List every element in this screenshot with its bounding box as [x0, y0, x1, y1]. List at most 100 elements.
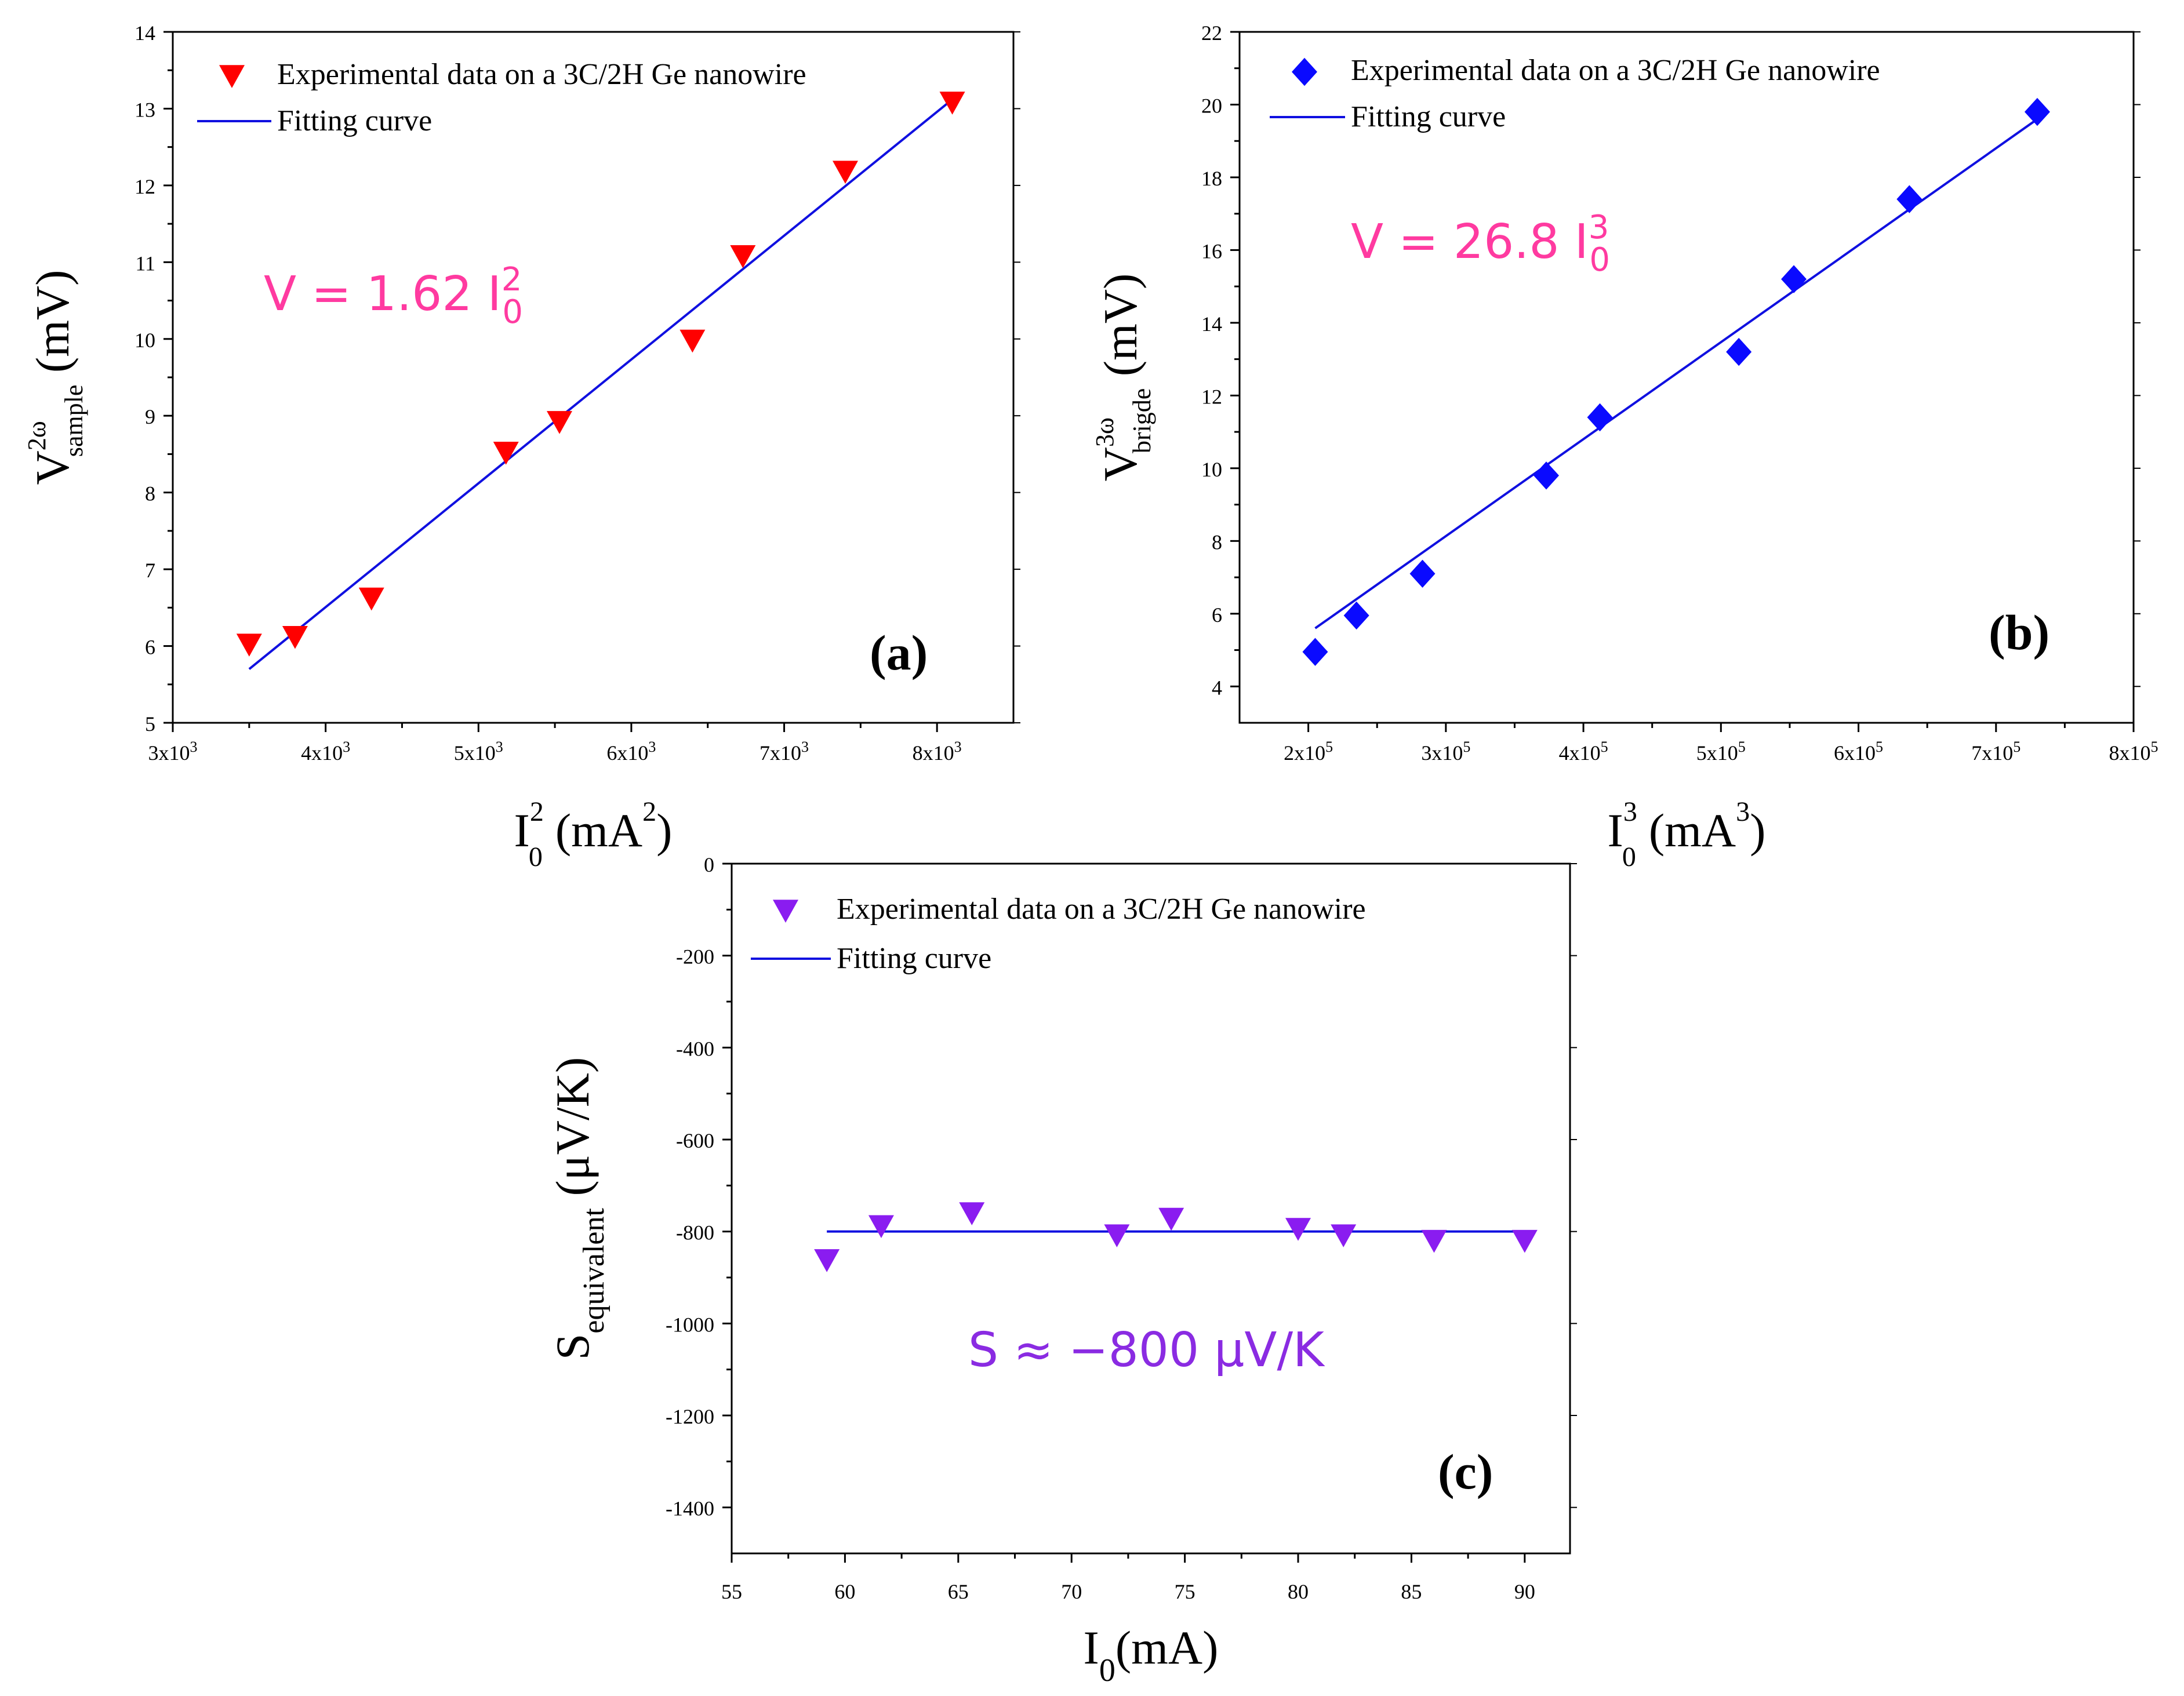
legend-marker	[219, 65, 245, 88]
x-tick-exponent: 5	[2013, 738, 2021, 755]
data-point	[679, 329, 706, 353]
x-tick-label: 4x105	[1559, 738, 1608, 765]
y-tick-label: 5	[145, 712, 155, 736]
x-tick-exponent: 3	[954, 738, 962, 755]
y-tick-label: 22	[1201, 21, 1222, 45]
y-tick-label: 20	[1201, 94, 1222, 117]
data-point	[1409, 559, 1436, 588]
data-point	[282, 625, 308, 649]
data-point	[1896, 185, 1923, 213]
equation-sub: 0	[502, 293, 523, 331]
data-point	[814, 1249, 840, 1272]
equation-annotation: V = 26.8 I3 0	[1351, 209, 1610, 279]
x-axis-title: I0(mA)	[1084, 1621, 1219, 1688]
equation-sup: 3	[1589, 209, 1609, 246]
x-axis-close: )	[1750, 804, 1765, 857]
x-tick-label: 65	[948, 1580, 969, 1603]
y-tick-label: 14	[135, 21, 155, 45]
x-axis-unit: (mA	[1649, 804, 1736, 857]
legend-label-data: Experimental data on a 3C/2H Ge nanowire	[1351, 54, 1880, 87]
y-tick-label: -1200	[666, 1405, 714, 1428]
text-span: 4x10	[1559, 741, 1601, 765]
y-axis-title: Sequivalent (μV/K)	[546, 1057, 610, 1360]
data-point	[939, 92, 965, 115]
x-tick-label: 60	[834, 1580, 855, 1603]
equation-main: V = 26.8 I	[1351, 214, 1589, 270]
y-tick-label: 12	[1201, 385, 1222, 408]
panel-c: 55 60 65 70 75 80 85 90 0 -200 -400 -600 -800 -1000 -1…	[546, 853, 1577, 1688]
x-tick-exponent: 3	[343, 738, 350, 755]
x-tick-label: 5x105	[1696, 738, 1746, 765]
x-tick-label: 55	[721, 1580, 742, 1603]
y-tick-label: 9	[145, 405, 155, 428]
equation-main: S ≈ −800 μV/K	[968, 1323, 1325, 1378]
fit-line	[248, 98, 953, 670]
x-axis-symbol: I	[1608, 804, 1623, 857]
text-span: 5x10	[454, 741, 496, 765]
equation-annotation: S ≈ −800 μV/K	[968, 1323, 1325, 1378]
y-tick-label: 6	[145, 636, 155, 659]
data-point	[1331, 1224, 1357, 1247]
y-tick-label: 14	[1201, 312, 1222, 336]
y-tick-label: 6	[1212, 603, 1222, 627]
x-tick-exponent: 5	[1738, 738, 1746, 755]
y-axis-unit: (μV/K)	[546, 1057, 599, 1208]
legend-marker	[773, 900, 798, 923]
panel-label: (a)	[870, 625, 928, 680]
data-point	[1343, 601, 1369, 630]
y-axis-sub: brigde	[1128, 388, 1156, 453]
y-tick-label: 8	[145, 482, 155, 505]
data-point	[493, 442, 519, 465]
data-point	[1421, 1229, 1447, 1253]
y-axis-sup: 3ω	[1091, 417, 1119, 447]
x-tick-label: 6x103	[606, 738, 656, 765]
x-tick-exponent: 5	[1601, 738, 1608, 755]
legend-marker	[1292, 57, 1317, 86]
x-tick-exponent: 5	[2151, 738, 2158, 755]
x-tick-exponent: 3	[648, 738, 656, 755]
text-span: 7x10	[1971, 741, 2013, 765]
x-tick-label: 80	[1288, 1580, 1309, 1603]
y-tick-label: 8	[1212, 530, 1222, 554]
data-point	[1302, 638, 1328, 666]
y-tick-label: 7	[145, 559, 155, 582]
y-tick-label: -800	[676, 1221, 714, 1244]
x-tick-label: 7x105	[1971, 738, 2021, 765]
y-tick-label: -1400	[666, 1497, 714, 1520]
x-axis-unit: (mA	[555, 804, 642, 857]
panel-label: (c)	[1438, 1444, 1493, 1500]
y-tick-label: 11	[135, 252, 155, 275]
y-axis-sub: equivalent	[577, 1208, 610, 1334]
legend-label-data: Experimental data on a 3C/2H Ge nanowire	[277, 58, 806, 91]
text-span: 2x10	[1284, 741, 1325, 765]
x-tick-label: 75	[1175, 1580, 1195, 1603]
x-axis-title: I3 0(mA3)	[1608, 796, 1766, 872]
x-axis-sup: 3	[1623, 796, 1637, 827]
y-axis-symbol: S	[546, 1334, 599, 1360]
x-tick-label: 90	[1514, 1580, 1535, 1603]
y-axis-symbol: V	[26, 450, 79, 485]
x-tick-exponent: 5	[1325, 738, 1333, 755]
equation-sup: 2	[502, 261, 522, 299]
x-axis-sup: 2	[530, 796, 544, 827]
text-span: 8x10	[2109, 741, 2151, 765]
data-point	[2024, 97, 2050, 126]
x-axis-title: I2 0(mA2)	[514, 796, 673, 872]
legend-label-fit: Fitting curve	[837, 942, 991, 975]
y-axis-sub: sample	[60, 385, 88, 457]
data-point	[959, 1202, 985, 1225]
y-axis-unit: (mV)	[26, 270, 79, 385]
x-axis-unit-sup: 3	[1736, 796, 1750, 827]
x-tick-exponent: 5	[1463, 738, 1470, 755]
y-axis-title: V3ω brigde (mV)	[1091, 274, 1156, 482]
data-point	[1587, 403, 1613, 432]
x-tick-exponent: 3	[496, 738, 503, 755]
data-point	[1158, 1207, 1184, 1231]
data-point	[1533, 461, 1560, 490]
y-tick-label: 18	[1201, 167, 1222, 190]
x-axis-symbol: I	[514, 804, 530, 857]
y-tick-label: -400	[676, 1037, 714, 1060]
x-tick-exponent: 3	[801, 738, 809, 755]
text-span: 4x10	[301, 741, 343, 765]
